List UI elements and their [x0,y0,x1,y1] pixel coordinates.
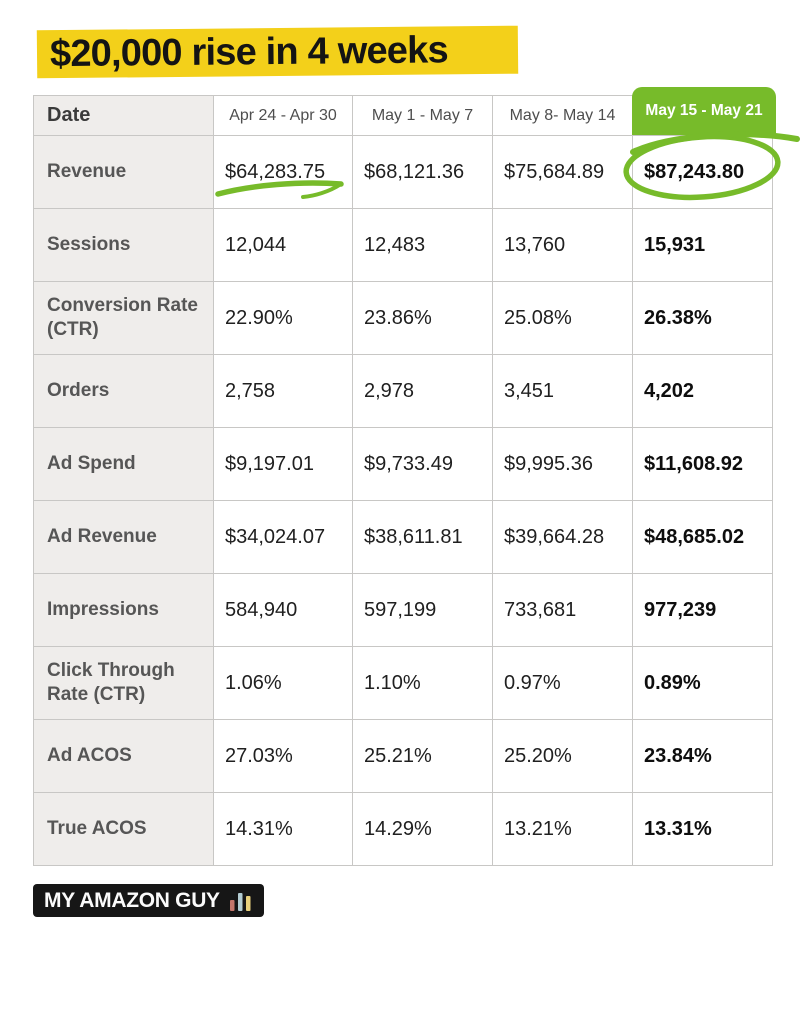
brand-logo: MY AMAZON GUY [33,884,264,917]
metric-value-highlighted: 26.38% [632,281,773,355]
metric-label: Orders [33,354,214,428]
table-row: True ACOS 14.31% 14.29% 13.21% 13.31% [33,792,773,866]
highlight-tab-label: May 15 - May 21 [645,102,763,119]
table-row: Ad Revenue $34,024.07 $38,611.81 $39,664… [33,500,773,574]
metric-value: 13.21% [492,792,633,866]
table-row: Ad Spend $9,197.01 $9,733.49 $9,995.36 $… [33,427,773,501]
table-row: Sessions 12,044 12,483 13,760 15,931 [33,208,773,282]
metric-label: Conversion Rate (CTR) [33,281,214,355]
metric-value: $9,733.49 [352,427,493,501]
metric-label: Revenue [33,135,214,209]
metric-value: 584,940 [213,573,353,647]
header-week-4-highlighted: May 15 - May 21 [632,87,776,136]
header-row: Date Apr 24 - Apr 30 May 1 - May 7 May 8… [33,87,776,136]
metric-value: 0.97% [492,646,633,720]
metric-value-highlighted: $87,243.80 [632,135,773,209]
header-week-2: May 1 - May 7 [352,95,493,136]
metric-value: 14.31% [213,792,353,866]
metric-label: Sessions [33,208,214,282]
metric-value: 1.06% [213,646,353,720]
metric-value: 27.03% [213,719,353,793]
metric-value: 23.86% [352,281,493,355]
metric-value: $34,024.07 [213,500,353,574]
table-row: Revenue $64,283.75 $68,121.36 $75,684.89… [33,135,773,209]
metric-value: 2,978 [352,354,493,428]
metric-value: 1.10% [352,646,493,720]
metric-value: 3,451 [492,354,633,428]
table-row: Impressions 584,940 597,199 733,681 977,… [33,573,773,647]
metric-value: 13,760 [492,208,633,282]
table-row: Conversion Rate (CTR) 22.90% 23.86% 25.0… [33,281,773,355]
page-title-text: $20,000 rise in 4 weeks [49,28,449,75]
metric-value: 12,483 [352,208,493,282]
metric-value: $38,611.81 [352,500,493,574]
header-week-1: Apr 24 - Apr 30 [213,95,353,136]
metric-label: Ad ACOS [33,719,214,793]
table-row: Orders 2,758 2,978 3,451 4,202 [33,354,773,428]
metric-value: $9,995.36 [492,427,633,501]
metric-label: Impressions [33,573,214,647]
metrics-table: Date Apr 24 - Apr 30 May 1 - May 7 May 8… [33,87,776,866]
metric-value: 733,681 [492,573,633,647]
metric-value: 597,199 [352,573,493,647]
metric-label: Ad Revenue [33,500,214,574]
metric-value-highlighted: 0.89% [632,646,773,720]
metric-value: $68,121.36 [352,135,493,209]
metric-value-highlighted: $11,608.92 [632,427,773,501]
metric-label: Ad Spend [33,427,214,501]
metric-value: $75,684.89 [492,135,633,209]
metric-value: $9,197.01 [213,427,353,501]
metric-value: $39,664.28 [492,500,633,574]
highlight-tab: May 15 - May 21 [632,87,776,135]
metric-value-highlighted: 23.84% [632,719,773,793]
metric-value-highlighted: 977,239 [632,573,773,647]
header-date: Date [33,95,214,136]
metric-value: $64,283.75 [213,135,353,209]
page-title: $20,000 rise in 4 weeks [36,25,519,79]
metric-value: 25.21% [352,719,493,793]
metric-value: 22.90% [213,281,353,355]
metric-value: 25.20% [492,719,633,793]
metric-value: 25.08% [492,281,633,355]
metric-label: Click Through Rate (CTR) [33,646,214,720]
metric-value: 12,044 [213,208,353,282]
brand-logo-text: MY AMAZON GUY [44,888,220,912]
metric-value: 2,758 [213,354,353,428]
bar-chart-icon [229,892,251,911]
header-week-3: May 8- May 14 [492,95,633,136]
metric-value-highlighted: 13.31% [632,792,773,866]
metric-value-highlighted: 4,202 [632,354,773,428]
table-row: Ad ACOS 27.03% 25.21% 25.20% 23.84% [33,719,773,793]
table-row: Click Through Rate (CTR) 1.06% 1.10% 0.9… [33,646,773,720]
metric-value: 14.29% [352,792,493,866]
metric-value-highlighted: $48,685.02 [632,500,773,574]
metric-value-highlighted: 15,931 [632,208,773,282]
metric-label: True ACOS [33,792,214,866]
